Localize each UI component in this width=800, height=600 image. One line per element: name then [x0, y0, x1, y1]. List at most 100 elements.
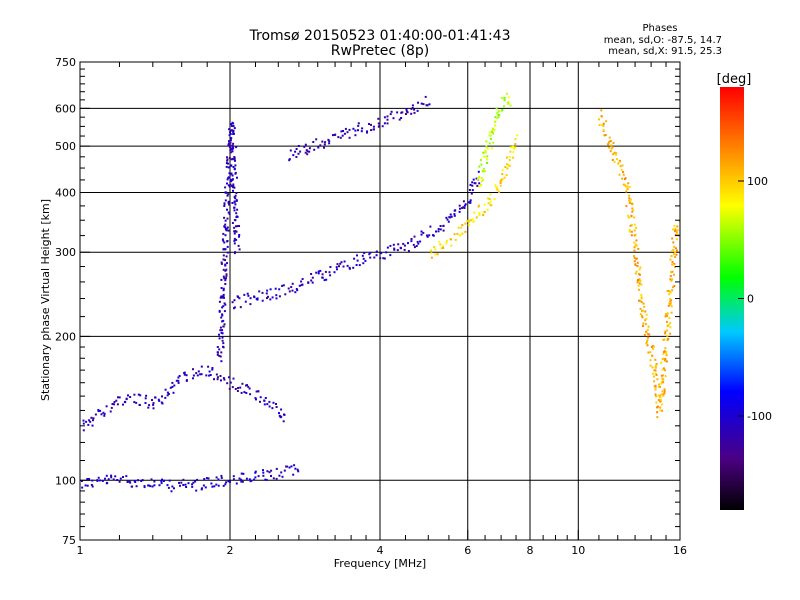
data-point [373, 256, 376, 259]
data-point [118, 480, 121, 483]
data-point [240, 478, 243, 481]
y-tick-label: 100 [55, 474, 76, 487]
data-point [667, 290, 670, 292]
data-point [675, 238, 678, 241]
data-point [294, 150, 297, 153]
data-point [439, 228, 442, 231]
data-point [211, 367, 214, 369]
data-point [611, 159, 614, 161]
data-point [238, 235, 240, 238]
data-point [664, 315, 667, 318]
data-point [604, 134, 607, 137]
data-point [245, 384, 247, 387]
data-point [672, 249, 675, 252]
data-point [466, 219, 469, 222]
data-point [152, 407, 155, 410]
data-point [222, 232, 225, 235]
data-point [234, 171, 237, 174]
data-point [382, 257, 385, 260]
data-point [429, 225, 432, 228]
data-point [624, 177, 627, 180]
data-point [462, 206, 465, 209]
data-point [257, 390, 260, 393]
data-point [158, 484, 161, 487]
data-point [368, 123, 370, 125]
data-point [275, 477, 278, 480]
data-point [173, 384, 176, 387]
data-point [231, 178, 234, 181]
data-point [665, 354, 668, 357]
data-point [671, 250, 674, 252]
data-point [230, 172, 233, 175]
data-point [647, 333, 650, 336]
data-point [628, 194, 631, 197]
data-point [223, 216, 226, 219]
data-point [183, 371, 186, 374]
data-point [485, 145, 488, 148]
data-point [487, 197, 489, 200]
data-point [639, 266, 642, 269]
data-point [492, 127, 494, 130]
data-point [669, 322, 672, 325]
data-point [652, 375, 655, 378]
colorbar-tick-label: 100 [747, 175, 768, 188]
chart-subtitle: RwPretec (8p) [331, 43, 429, 59]
data-point [411, 104, 414, 107]
data-point [226, 156, 228, 159]
data-point [361, 254, 364, 257]
data-point [225, 275, 228, 278]
data-point [253, 295, 256, 298]
data-point [661, 393, 664, 396]
data-point [147, 406, 150, 409]
data-point [662, 381, 665, 384]
data-point [286, 465, 289, 468]
data-point [228, 387, 231, 390]
data-point [665, 352, 668, 355]
data-point [195, 489, 198, 492]
data-point [231, 202, 234, 204]
data-point [628, 199, 631, 202]
data-point [281, 284, 284, 287]
data-point [129, 396, 132, 398]
data-point [467, 224, 470, 226]
data-point [278, 288, 281, 291]
data-point [103, 414, 106, 417]
data-point [321, 140, 324, 143]
data-point [328, 142, 331, 145]
data-point [608, 136, 611, 139]
data-point [628, 197, 631, 200]
data-point [199, 373, 202, 376]
data-point [265, 292, 268, 295]
data-point [664, 358, 667, 360]
data-point [400, 117, 403, 119]
data-point [85, 420, 88, 423]
data-point [307, 281, 310, 284]
data-point [227, 200, 230, 203]
data-point [166, 391, 169, 394]
data-point [278, 474, 281, 477]
data-point [148, 404, 151, 407]
data-point [669, 258, 672, 261]
data-point [325, 278, 328, 281]
data-point [224, 263, 227, 266]
data-point [225, 162, 228, 165]
data-point [475, 177, 478, 180]
data-point [110, 476, 113, 479]
data-point [280, 471, 283, 474]
data-point [469, 200, 472, 203]
data-point [454, 238, 457, 241]
data-point [229, 141, 232, 144]
data-point [659, 386, 661, 388]
data-point [225, 229, 228, 232]
data-point [240, 391, 243, 394]
data-point [611, 146, 614, 149]
data-point [84, 484, 87, 487]
data-point [445, 216, 448, 219]
data-point [346, 131, 349, 134]
data-point [267, 295, 269, 298]
data-point [220, 262, 223, 265]
data-point [305, 149, 308, 152]
data-point [609, 140, 612, 143]
data-point [231, 121, 234, 124]
data-point [97, 409, 100, 411]
